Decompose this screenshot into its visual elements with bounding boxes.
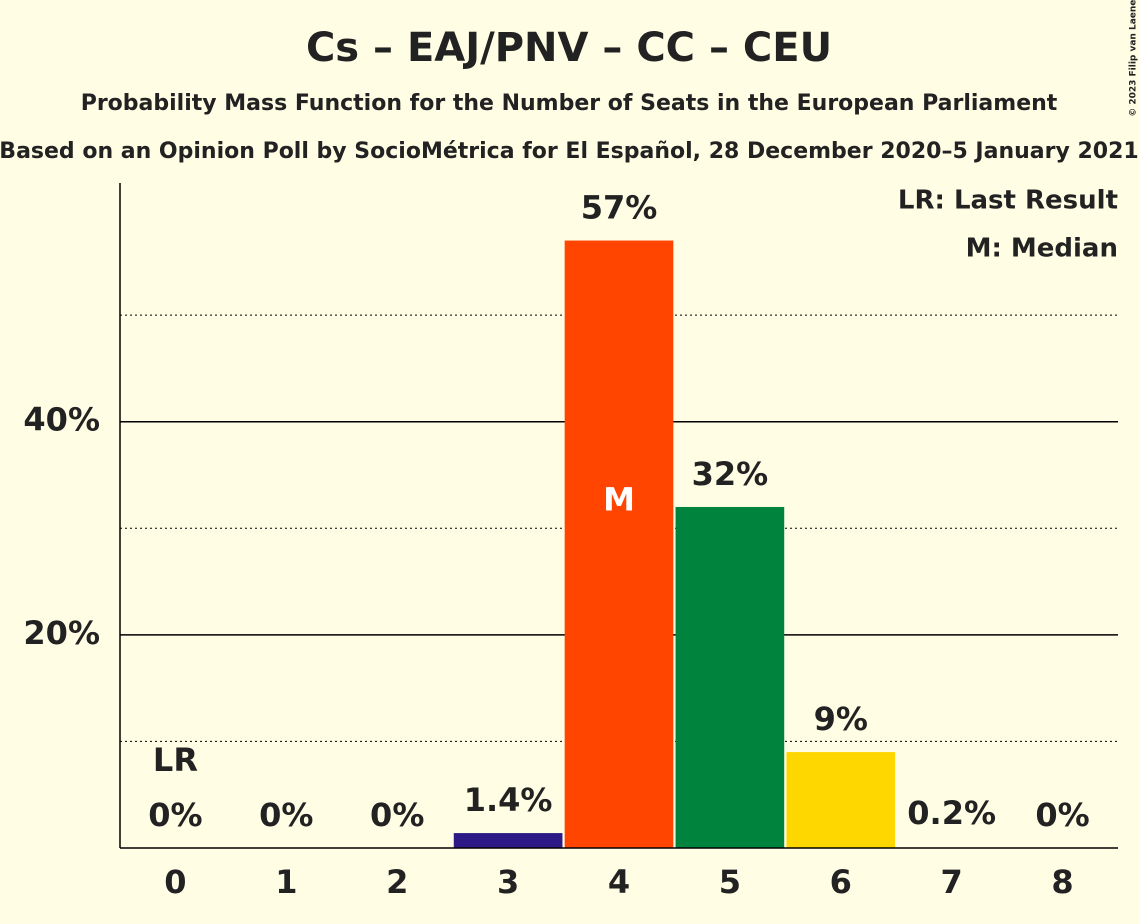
x-tick-label: 3 xyxy=(497,863,519,901)
chart-subtitle: Probability Mass Function for the Number… xyxy=(81,91,1058,116)
value-label: 1.4% xyxy=(464,781,553,819)
x-tick-label: 4 xyxy=(608,863,630,901)
value-label: 0% xyxy=(259,796,313,834)
value-label: 9% xyxy=(814,700,868,738)
chart-title: Cs – EAJ/PNV – CC – CEU xyxy=(306,25,832,71)
value-label: 0% xyxy=(1035,796,1089,834)
value-label: 32% xyxy=(692,455,769,493)
legend-entry: M: Median xyxy=(966,234,1118,264)
annotation: LR xyxy=(153,741,198,779)
value-label: 57% xyxy=(581,189,658,227)
x-tick-label: 2 xyxy=(386,863,408,901)
value-label: 0% xyxy=(148,796,202,834)
bar xyxy=(453,833,563,848)
value-label: 0.2% xyxy=(907,794,996,832)
x-tick-label: 0 xyxy=(164,863,186,901)
annotation: M xyxy=(603,480,635,518)
legend-entry: LR: Last Result xyxy=(898,186,1118,216)
x-tick-label: 7 xyxy=(941,863,963,901)
x-tick-label: 8 xyxy=(1051,863,1073,901)
x-tick-label: 1 xyxy=(275,863,297,901)
y-tick-label: 40% xyxy=(23,401,100,439)
credit: © 2023 Filip van Laenen xyxy=(1129,0,1139,117)
value-label: 0% xyxy=(370,796,424,834)
bar xyxy=(786,752,896,848)
x-tick-label: 5 xyxy=(719,863,741,901)
chart-subtitle: Based on an Opinion Poll by SocioMétrica… xyxy=(0,139,1139,164)
bar xyxy=(564,240,674,848)
bar xyxy=(675,506,785,848)
x-tick-label: 6 xyxy=(830,863,852,901)
y-tick-label: 20% xyxy=(23,614,100,652)
